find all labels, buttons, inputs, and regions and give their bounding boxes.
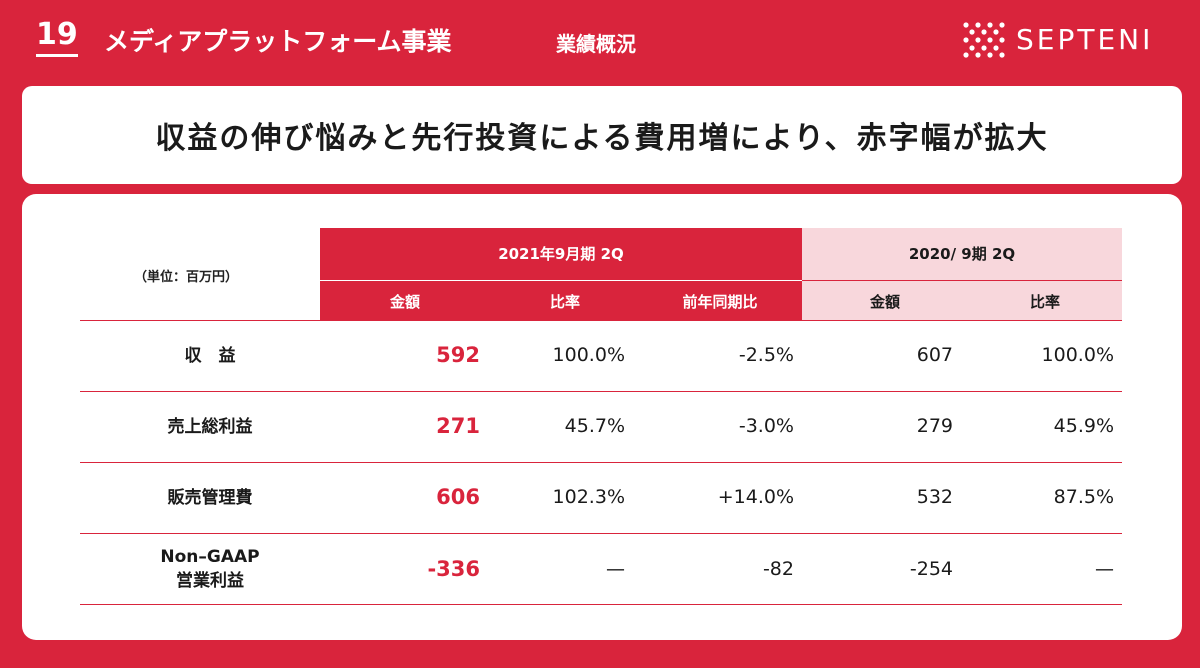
row-divider (80, 533, 1122, 534)
septeni-logo: SEPTENI (960, 20, 1170, 60)
cell-yoy: -2.5% (738, 344, 794, 366)
col-header-prev-ratio: 比率 (1029, 293, 1060, 311)
header-current-period (320, 228, 802, 320)
headline: 収益の伸び悩みと先行投資による費用増により、赤字幅が拡大 (155, 121, 1049, 156)
cell-amount: 271 (436, 414, 480, 438)
cell-prev-ratio: — (1095, 558, 1114, 580)
col-header-yoy: 前年同期比 (682, 293, 758, 311)
col-header-prev-amount: 金額 (869, 293, 900, 311)
cell-yoy: -82 (762, 558, 794, 580)
logo-dots-icon (963, 22, 1005, 58)
section-subtitle: 業績概況 (556, 32, 636, 56)
cell-ratio: — (606, 558, 625, 580)
cell-yoy: +14.0% (717, 486, 794, 508)
header-divider-current (320, 280, 802, 281)
row-label-revenue: 収 益 (184, 346, 236, 366)
header-divider-previous (802, 280, 1122, 281)
cell-ratio: 102.3% (552, 486, 625, 508)
cell-prev-amount: 607 (916, 344, 953, 366)
cell-ratio: 100.0% (552, 344, 625, 366)
row-divider (80, 391, 1122, 392)
cell-ratio: 45.7% (564, 415, 625, 437)
logo-text: SEPTENI (1016, 23, 1154, 56)
row-divider (80, 604, 1122, 605)
unit-label: （単位：百万円） (134, 270, 239, 285)
page-number: 19 (36, 18, 78, 57)
cell-prev-ratio: 45.9% (1053, 415, 1114, 437)
period-current-label: 2021年9月期 2Q (498, 245, 624, 263)
header-previous-period (802, 228, 1122, 320)
cell-amount: 606 (436, 485, 480, 509)
col-header-ratio: 比率 (549, 293, 580, 311)
period-previous-label: 2020/ 9期 2Q (908, 245, 1016, 263)
cell-yoy: -3.0% (738, 415, 794, 437)
row-divider (80, 320, 1122, 321)
cell-amount: -336 (427, 557, 480, 581)
row-label-gross-profit: 売上総利益 (167, 417, 253, 437)
cell-amount: 592 (436, 343, 480, 367)
cell-prev-amount: 279 (916, 415, 953, 437)
col-header-amount: 金額 (389, 293, 420, 311)
headline-box: 収益の伸び悩みと先行投資による費用増により、赤字幅が拡大 (22, 86, 1182, 184)
cell-prev-ratio: 100.0% (1041, 344, 1114, 366)
row-label-operating-profit: 営業利益 (176, 571, 244, 591)
row-divider (80, 462, 1122, 463)
header: 19 メディアプラットフォーム事業 業績概況 SEPTENI (0, 0, 1200, 80)
row-label-sga: 販売管理費 (167, 488, 253, 508)
row-label-non-gaap: Non–GAAP (160, 547, 260, 567)
section-title: メディアプラットフォーム事業 (104, 27, 452, 56)
cell-prev-ratio: 87.5% (1053, 486, 1114, 508)
cell-prev-amount: -254 (909, 558, 953, 580)
cell-prev-amount: 532 (916, 486, 953, 508)
